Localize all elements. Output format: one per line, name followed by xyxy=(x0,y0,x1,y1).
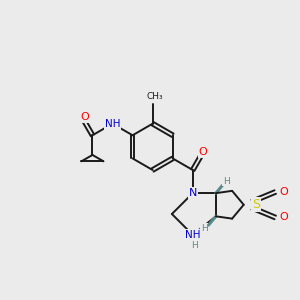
Text: H: H xyxy=(201,224,208,233)
Text: O: O xyxy=(199,147,207,157)
Text: NH: NH xyxy=(105,119,120,129)
Text: O: O xyxy=(279,187,288,197)
Text: H: H xyxy=(191,241,198,250)
Text: NH: NH xyxy=(185,230,200,240)
Text: O: O xyxy=(279,212,288,223)
Text: O: O xyxy=(80,112,89,122)
Text: CH₃: CH₃ xyxy=(146,92,163,101)
Text: H: H xyxy=(223,177,230,186)
Text: N: N xyxy=(189,188,197,198)
Text: S: S xyxy=(252,198,260,211)
